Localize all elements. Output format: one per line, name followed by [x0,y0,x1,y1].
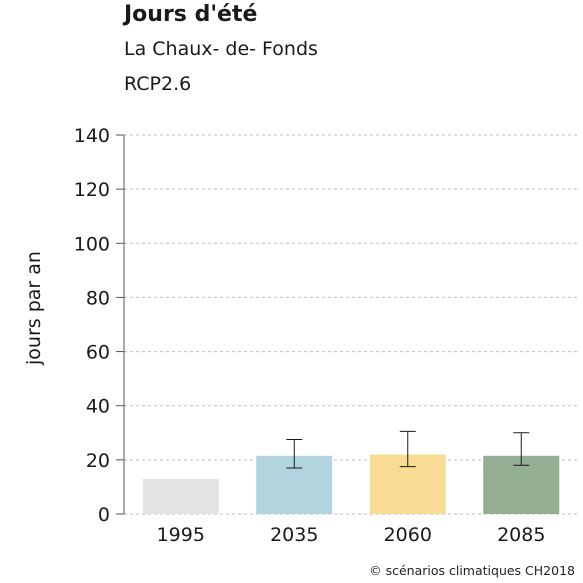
y-tick-label: 0 [98,504,110,526]
x-tick-label: 2085 [497,524,545,546]
chart-title: Jours d'été [124,2,258,27]
scenario-label: RCP2.6 [124,73,192,95]
y-axis: 0 20 40 60 80 100 120 140 [74,125,125,526]
x-tick-label: 2060 [384,524,432,546]
y-tick-label: 140 [74,125,110,147]
y-tick-label: 80 [86,287,110,309]
y-tick-label: 20 [86,450,110,472]
bar-1995 [142,478,219,514]
error-bars [286,430,530,469]
y-axis-title: jours par an [23,251,45,366]
y-tick-label: 40 [86,396,110,418]
x-tick-label: 1995 [157,524,205,546]
copyright-text: © scénarios climatiques CH2018 [369,563,575,578]
y-tick-label: 60 [86,342,110,364]
x-tick-label: 2035 [270,524,318,546]
bars [142,454,560,514]
x-tick-labels: 1995 2035 2060 2085 [157,524,546,546]
y-tick-label: 120 [74,179,110,201]
y-tick-label: 100 [74,233,110,255]
chart-subtitle: La Chaux- de- Fonds [124,38,318,60]
